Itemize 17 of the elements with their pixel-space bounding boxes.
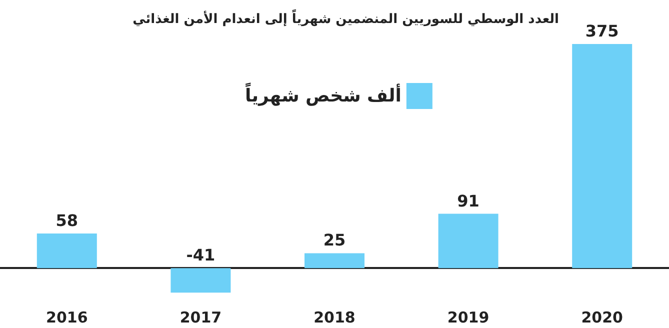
- x-tick-label: 2016: [46, 308, 88, 326]
- data-label: 375: [585, 22, 619, 40]
- bar: [36, 233, 97, 268]
- x-tick-label: 2017: [180, 308, 222, 326]
- legend-label: ألف شخص شهرياً: [244, 82, 402, 106]
- bar: [572, 44, 632, 268]
- x-tick-label: 2020: [581, 308, 623, 326]
- bar: [438, 214, 498, 268]
- data-label: -41: [186, 246, 216, 265]
- data-label: 25: [323, 230, 346, 250]
- data-label: 58: [56, 210, 78, 230]
- bar: [304, 253, 364, 268]
- data-label: 91: [457, 191, 480, 210]
- chart-title: العدد الوسطي للسوريين المنضمين شهرياً إلى انعدام الأمن الغذائي: [132, 9, 560, 27]
- bar: [170, 268, 231, 293]
- x-tick-label: 2018: [314, 308, 356, 326]
- x-tick-label: 2019: [447, 308, 490, 326]
